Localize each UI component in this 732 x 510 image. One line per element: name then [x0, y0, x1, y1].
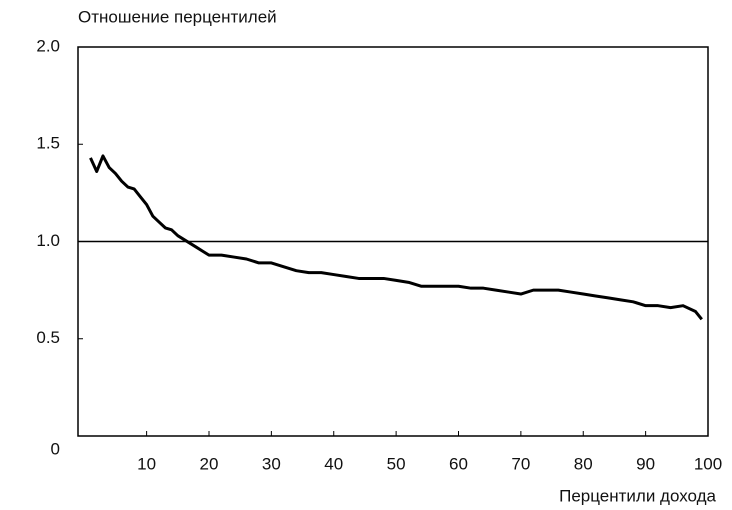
x-tick-label: 30 — [262, 454, 281, 473]
chart-title: Отношение перцентилей — [78, 7, 277, 26]
x-tick-label: 10 — [137, 454, 156, 473]
x-tick-label: 80 — [574, 454, 593, 473]
x-tick-label: 40 — [324, 454, 343, 473]
y-tick-label: 0 — [51, 439, 60, 458]
x-tick-label: 100 — [694, 454, 722, 473]
x-tick-label: 50 — [387, 454, 406, 473]
y-tick-label: 0.5 — [36, 328, 60, 347]
x-axis-label: Перцентили дохода — [559, 486, 716, 505]
x-tick-label: 20 — [200, 454, 219, 473]
y-tick-label: 1.5 — [36, 134, 60, 153]
x-tick-label: 70 — [511, 454, 530, 473]
x-tick-label: 90 — [636, 454, 655, 473]
y-tick-label: 2.0 — [36, 36, 60, 55]
data-line — [89, 154, 703, 321]
y-tick-label: 1.0 — [36, 231, 60, 250]
x-tick-label: 60 — [449, 454, 468, 473]
